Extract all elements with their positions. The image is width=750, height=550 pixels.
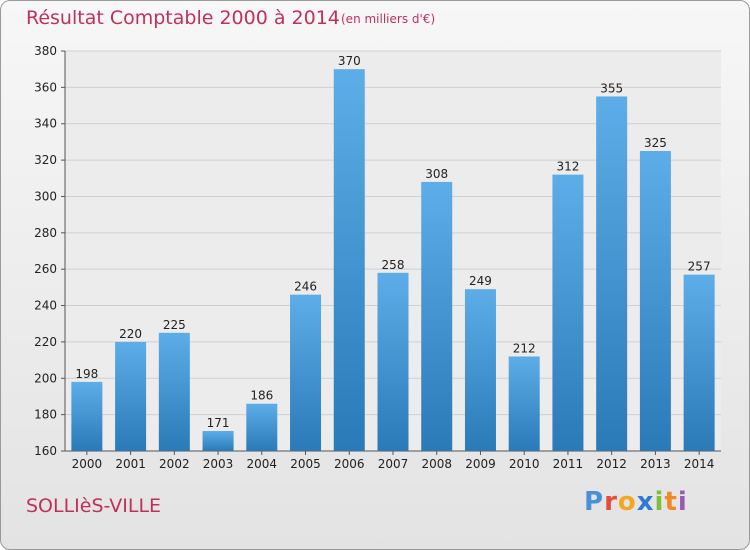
data-label: 258: [382, 258, 405, 272]
bar: [377, 272, 409, 451]
x-tick-label: 2013: [640, 457, 671, 471]
data-label: 212: [513, 341, 536, 355]
bar: [115, 341, 147, 451]
data-label: 312: [556, 160, 579, 174]
data-label: 171: [207, 416, 230, 430]
y-tick-label: 360: [34, 80, 57, 94]
x-tick-label: 2001: [115, 457, 146, 471]
x-tick-label: 2006: [334, 457, 365, 471]
bar: [202, 431, 234, 451]
bar: [333, 69, 365, 451]
y-tick-label: 320: [34, 153, 57, 167]
bar: [246, 403, 278, 451]
data-label: 220: [119, 327, 142, 341]
data-label: 370: [338, 54, 361, 68]
data-label: 198: [75, 367, 98, 381]
data-label: 246: [294, 280, 317, 294]
bar: [290, 294, 322, 451]
data-label: 308: [425, 167, 448, 181]
data-label: 225: [163, 318, 186, 332]
y-tick-label: 180: [34, 408, 57, 422]
x-tick-label: 2007: [378, 457, 409, 471]
data-label: 355: [600, 81, 623, 95]
bar: [508, 356, 540, 451]
x-tick-label: 2008: [421, 457, 452, 471]
bar: [158, 332, 190, 451]
y-tick-label: 260: [34, 262, 57, 276]
y-tick-label: 240: [34, 299, 57, 313]
chart-title: Résultat Comptable 2000 à 2014: [26, 7, 340, 29]
y-tick-label: 340: [34, 117, 57, 131]
data-label: 325: [644, 136, 667, 150]
bar: [639, 151, 671, 451]
proxiti-logo: Proxiti: [584, 487, 688, 517]
x-tick-label: 2005: [290, 457, 321, 471]
bar: [421, 181, 453, 451]
x-tick-label: 2009: [465, 457, 496, 471]
x-tick-label: 2004: [247, 457, 278, 471]
bar: [596, 96, 628, 452]
chart-subtitle: (en milliers d'€): [341, 12, 436, 26]
data-label: 249: [469, 274, 492, 288]
x-tick-label: 2011: [553, 457, 584, 471]
y-tick-label: 160: [34, 444, 57, 458]
data-label: 186: [250, 389, 273, 403]
x-tick-label: 2000: [72, 457, 103, 471]
y-tick-label: 280: [34, 226, 57, 240]
x-tick-label: 2014: [684, 457, 715, 471]
y-tick-label: 200: [34, 371, 57, 385]
bar: [464, 289, 496, 451]
y-tick-label: 300: [34, 189, 57, 203]
y-tick-label: 220: [34, 335, 57, 349]
data-label: 257: [688, 260, 711, 274]
commune-name: SOLLIèS-VILLE: [26, 495, 162, 517]
y-tick-label: 380: [34, 44, 57, 58]
x-tick-label: 2012: [596, 457, 627, 471]
x-tick-label: 2003: [203, 457, 234, 471]
x-tick-label: 2002: [159, 457, 190, 471]
bar: [71, 381, 103, 451]
bar: [552, 174, 584, 452]
x-tick-label: 2010: [509, 457, 540, 471]
bar: [683, 274, 715, 451]
